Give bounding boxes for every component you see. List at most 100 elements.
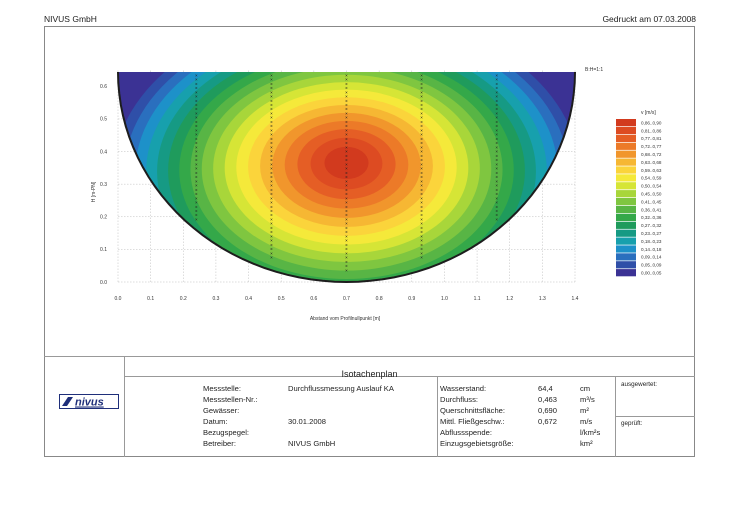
measurement-point: × [495,217,498,222]
site-field-label: Messstellen-Nr.: [203,395,258,404]
measurement-point: × [195,145,198,150]
x-tick-label: 0.5 [278,296,285,302]
legend-swatch [616,245,636,253]
measurement-point: × [270,179,273,184]
x-tick-label: 0.9 [408,296,415,302]
measurement-point: × [195,213,198,218]
legend-label: 0,14..0,18 [641,247,662,252]
measurement-point: × [420,81,423,86]
legend-swatch [616,229,636,237]
footer-title-border [124,376,695,377]
measurement-point: × [345,115,348,120]
measurement-point: × [270,94,273,99]
measurement-point: × [345,119,348,124]
measurement-point: × [270,234,273,239]
velocity-legend: 0,86..0,90 0,81..0,86 0,77..0,81 0,72..0,77… [616,119,662,277]
measurement-point: × [345,268,348,273]
measurement-point: × [270,247,273,252]
measurement-point: × [345,196,348,201]
measurement-point: × [270,238,273,243]
measurement-point: × [495,166,498,171]
measurement-point: × [195,153,198,158]
measurement-point: × [495,81,498,86]
measurement-point: × [495,132,498,137]
result-label: Wasserstand: [440,384,487,393]
measurement-point: × [345,247,348,252]
scale-note: B:H=1:1 [585,67,603,73]
measurement-point: × [195,179,198,184]
measurement-point: × [270,230,273,235]
measurement-point: × [270,111,273,116]
x-axis-label: Abstand vom Profilnullpunkt [m] [310,316,381,322]
y-axis-label: H [m-PN] [91,181,97,202]
legend-swatch [616,237,636,245]
site-field-label: Datum: [203,417,228,426]
measurement-point: × [420,213,423,218]
measurement-point: × [345,183,348,188]
signature-separator [615,416,695,417]
measurement-point: × [420,238,423,243]
measurement-point: × [345,81,348,86]
measurement-point: × [345,141,348,146]
measurement-point: × [270,73,273,78]
measurement-point: × [495,213,498,218]
measurement-point: × [420,162,423,167]
site-field-value: NIVUS GmbH [288,439,336,448]
measurement-point: × [345,107,348,112]
measurement-point: × [495,111,498,116]
measurement-point: × [270,98,273,103]
measurement-point: × [345,166,348,171]
measurement-point: × [495,200,498,205]
measurement-point: × [495,153,498,158]
y-tick-label: 0.1 [100,247,107,253]
x-tick-label: 1.0 [441,296,448,302]
measurement-point: × [495,115,498,120]
measurement-point: × [270,81,273,86]
measurement-point: × [495,128,498,133]
legend-swatch [616,134,636,142]
legend-swatch [616,198,636,206]
legend-label: 0,63..0,68 [641,160,662,165]
velocity-band [324,146,369,180]
measurement-point: × [270,204,273,209]
measurement-point: × [420,124,423,129]
legend-swatch [616,174,636,182]
measurement-point: × [420,247,423,252]
checked-by-label: geprüft: [621,420,643,427]
result-value: 0,690 [538,406,558,415]
measurement-point: × [345,255,348,260]
legend-label: 0,18..0,23 [641,239,662,244]
footer-top-border [44,356,695,357]
legend-title: v [m/s] [641,110,656,116]
chart-axes: 0.0 0.1 0.2 0.3 0.4 0.5 0.6 0.7 0.8 0.9 1.0 1.1 1.2 1… [100,84,579,302]
legend-label: 0,00..0,05 [641,271,662,276]
measurement-point: × [420,111,423,116]
measurement-point: × [495,86,498,91]
measurement-point: × [345,187,348,192]
measurement-point: × [270,149,273,154]
measurement-point: × [345,242,348,247]
measurement-point: × [195,111,198,116]
measurement-point: × [495,196,498,201]
measurement-point: × [270,90,273,95]
measurement-point: × [495,208,498,213]
measurement-point: × [270,200,273,205]
measurement-point: × [195,183,198,188]
measurement-point: × [345,111,348,116]
measurement-point: × [270,192,273,197]
measurement-point: × [270,145,273,150]
measurement-point: × [420,230,423,235]
measurement-point: × [420,149,423,154]
measurement-point: × [420,170,423,175]
measurement-point: × [270,153,273,158]
measurement-point: × [195,187,198,192]
measurement-point: × [195,200,198,205]
measurement-point: × [420,242,423,247]
measurement-point: × [195,162,198,167]
measurement-point: × [495,102,498,107]
measurement-point: × [195,170,198,175]
measurement-point: × [420,158,423,163]
measurement-point: × [270,115,273,120]
measurement-point: × [195,149,198,154]
measurement-point: × [345,208,348,213]
